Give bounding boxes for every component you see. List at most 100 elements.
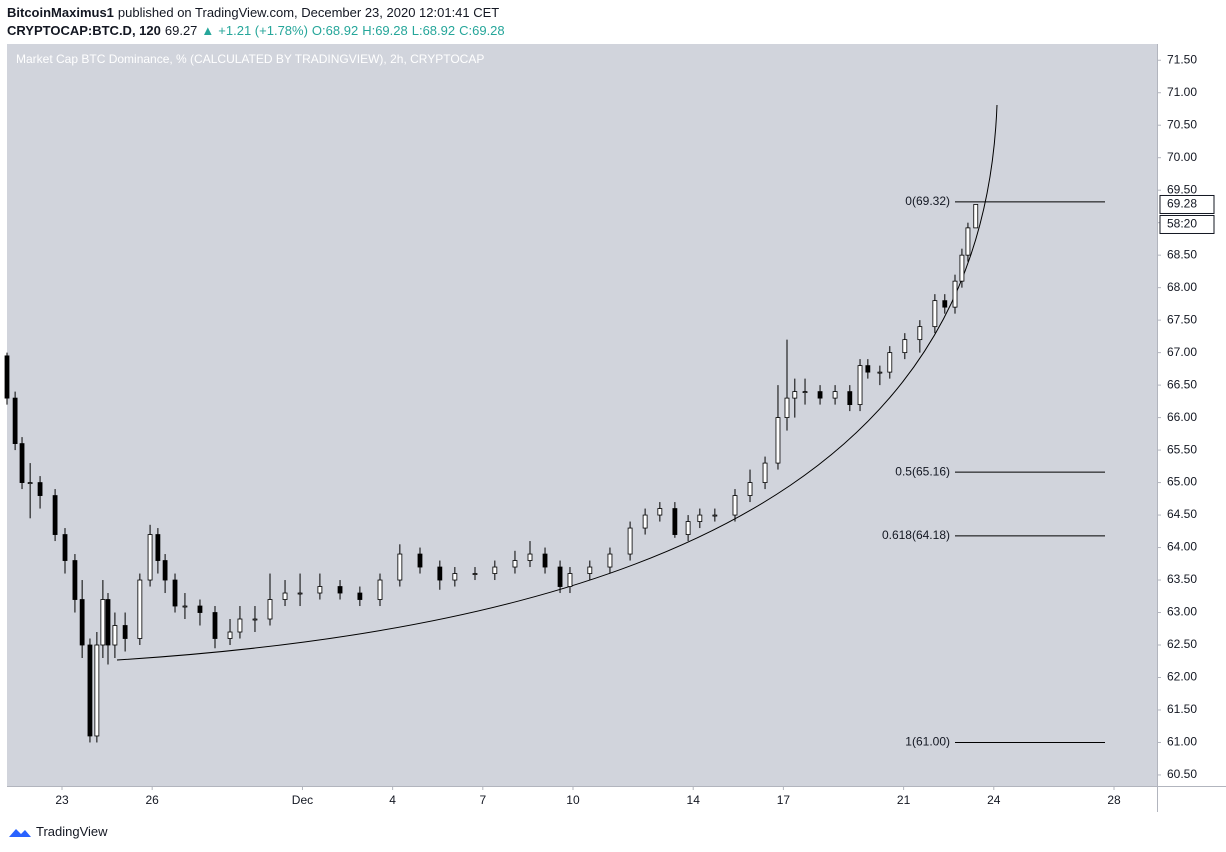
y-tick-label: 63.50	[1167, 572, 1197, 586]
candle-body	[672, 508, 678, 535]
candle-body	[162, 560, 168, 581]
fib-label: 0.5(65.16)	[895, 464, 950, 478]
candle-body	[317, 586, 323, 594]
candle-body	[959, 254, 965, 282]
candle-body	[847, 391, 853, 406]
candle-body	[832, 391, 838, 399]
candle-body	[4, 355, 10, 399]
candle-body	[627, 527, 633, 555]
candle-body	[557, 566, 563, 587]
candle-body	[397, 553, 403, 581]
candle-body	[512, 560, 518, 568]
candle-body	[865, 365, 871, 373]
candle-body	[297, 592, 303, 595]
publish-line: BitcoinMaximus1 published on TradingView.…	[7, 4, 509, 22]
candle-body	[587, 566, 593, 574]
x-tick-label: 24	[987, 793, 1001, 807]
footer: TradingView	[8, 824, 108, 839]
candle-body	[357, 592, 363, 600]
candle-body	[942, 300, 948, 308]
candle-body	[542, 553, 548, 568]
ohlc-open: O:68.92	[311, 23, 359, 38]
candle-body	[792, 391, 798, 399]
fib-label: 1(61.00)	[905, 735, 950, 749]
y-tick-label: 67.00	[1167, 345, 1197, 359]
candle-body	[527, 553, 533, 561]
y-tick-label: 67.50	[1167, 312, 1197, 326]
candle-body	[122, 625, 128, 639]
candle-body	[784, 397, 790, 418]
candle-body	[155, 534, 161, 561]
y-tick-label: 66.50	[1167, 377, 1197, 391]
candle-body	[607, 553, 613, 568]
y-tick-label: 65.00	[1167, 475, 1197, 489]
last: 69.27	[164, 23, 198, 38]
y-tick-label: 61.00	[1167, 735, 1197, 749]
candle-body	[472, 573, 478, 575]
candle-body	[732, 495, 738, 516]
candle-body	[437, 566, 443, 581]
candle-body	[802, 391, 808, 394]
candle-body	[685, 521, 691, 535]
countdown: 58:20	[1167, 217, 1197, 231]
last-price-box	[1159, 194, 1215, 214]
candle-body	[197, 605, 203, 613]
y-tick-label: 65.50	[1167, 442, 1197, 456]
x-tick-label: 10	[566, 793, 580, 807]
candle-body	[147, 534, 153, 581]
y-tick-label: 64.50	[1167, 507, 1197, 521]
y-tick-label: 64.00	[1167, 540, 1197, 554]
brand-logo	[9, 828, 31, 837]
candle-body	[902, 339, 908, 354]
candle-body	[72, 560, 78, 600]
y-tick-label: 66.00	[1167, 410, 1197, 424]
candle-body	[212, 612, 218, 639]
candle-body	[417, 553, 423, 568]
candle-body	[642, 514, 648, 529]
candle-body	[377, 579, 383, 600]
candle-body	[452, 573, 458, 581]
candle-body	[762, 462, 768, 483]
y-tick-label: 69.50	[1167, 182, 1197, 196]
candle-body	[965, 227, 971, 256]
plot-area	[7, 44, 1157, 786]
x-tick-label: 17	[777, 793, 791, 807]
candle-body	[697, 514, 703, 522]
candle-body	[932, 300, 938, 328]
y-tick-label: 70.00	[1167, 150, 1197, 164]
candle-body	[917, 326, 923, 341]
candle-body	[337, 586, 343, 594]
x-tick-label: 14	[687, 793, 701, 807]
countdown-box	[1159, 214, 1215, 234]
author: BitcoinMaximus1	[7, 5, 114, 20]
y-tick-label: 71.50	[1167, 52, 1197, 66]
candle-body	[973, 204, 979, 229]
candle-body	[19, 443, 25, 483]
candle-body	[94, 644, 100, 737]
candle-body	[747, 482, 753, 496]
candle-body	[79, 599, 85, 646]
y-tick-label: 68.50	[1167, 247, 1197, 261]
up-arrow: ▲	[201, 23, 215, 38]
candle-body	[252, 618, 258, 621]
candle-body	[62, 534, 68, 561]
x-tick-label: 23	[55, 793, 69, 807]
fib-label: 0.618(64.18)	[882, 528, 950, 542]
candle-body	[817, 391, 823, 399]
fib-label: 0(69.32)	[905, 194, 950, 208]
candle-body	[857, 365, 863, 406]
x-tick-label: 28	[1107, 793, 1121, 807]
y-tick-label: 60.50	[1167, 767, 1197, 781]
x-tick-label: 21	[897, 793, 911, 807]
candle-body	[267, 599, 273, 620]
candle-body	[877, 371, 883, 374]
candle-body	[952, 280, 958, 308]
parabolic-curve	[116, 104, 998, 661]
y-tick-label: 61.50	[1167, 702, 1197, 716]
candle-body	[100, 599, 106, 646]
header: BitcoinMaximus1 published on TradingView.…	[7, 4, 509, 40]
change: +1.21 (+1.78%)	[218, 23, 308, 38]
x-tick-label: 4	[389, 793, 396, 807]
candle-body	[182, 605, 188, 608]
brand: TradingView	[36, 824, 108, 839]
